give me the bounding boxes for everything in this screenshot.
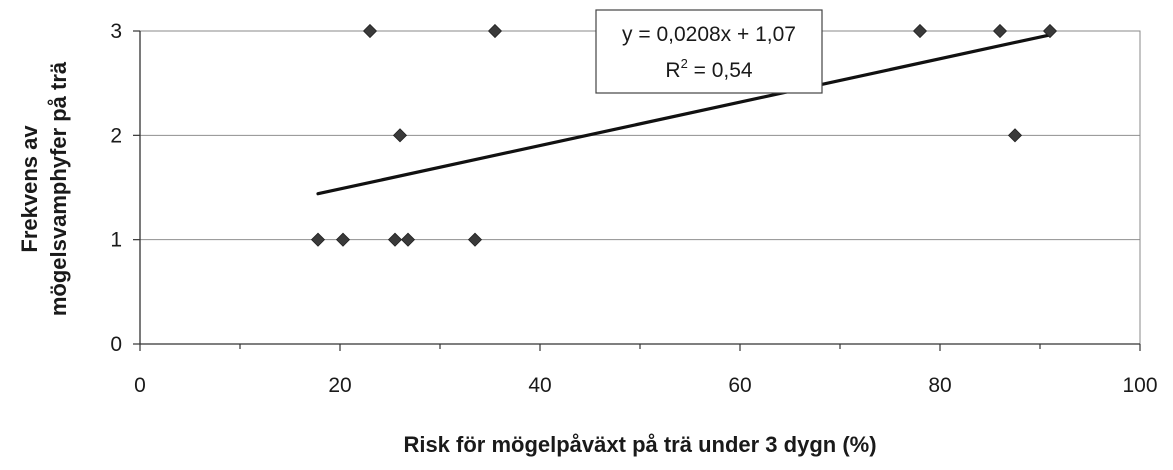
data-point <box>362 23 378 39</box>
y-tick-label: 1 <box>110 229 122 252</box>
equation-box-frame <box>595 9 823 94</box>
data-point <box>335 232 351 247</box>
data-point <box>992 23 1008 39</box>
equation-box: y = 0,0208x + 1,07 R2 = 0,54 <box>595 9 823 94</box>
data-point <box>487 23 503 39</box>
y-axis-label: Frekvens av mögelsvamphyfer på trä <box>17 61 71 316</box>
x-tick-label: 80 <box>928 374 951 397</box>
data-point <box>310 232 326 247</box>
data-points <box>310 23 1058 247</box>
y-tick-label: 3 <box>110 20 122 43</box>
y-tick-label: 2 <box>110 124 122 147</box>
x-tick-label: 40 <box>528 374 551 397</box>
r-squared-superscript: 2 <box>681 56 688 71</box>
x-tick-label: 0 <box>134 374 146 397</box>
data-point <box>467 232 483 247</box>
data-point <box>912 23 928 39</box>
data-point <box>1007 128 1023 143</box>
x-tick-label: 100 <box>1122 374 1157 397</box>
data-point <box>392 128 408 143</box>
data-point <box>1042 23 1058 39</box>
r-squared-text: R2 = 0,54 <box>665 56 753 82</box>
data-point <box>387 232 403 247</box>
x-tick-label: 60 <box>728 374 751 397</box>
tick-labels: 0 20 40 60 80 100 0 1 2 3 <box>110 20 1157 397</box>
data-point <box>400 232 416 247</box>
r-squared-prefix: R <box>665 59 680 82</box>
y-axis-label-line1: Frekvens av <box>17 125 42 253</box>
equation-text: y = 0,0208x + 1,07 <box>622 23 796 46</box>
x-tick-label: 20 <box>328 374 351 397</box>
trendline <box>316 33 1052 196</box>
x-axis-label: Risk för mögelpåväxt på trä under 3 dygn… <box>403 432 876 457</box>
r-squared-value: = 0,54 <box>688 59 753 82</box>
trendline-group <box>316 33 1052 196</box>
y-axis-label-line2: mögelsvamphyfer på trä <box>46 61 71 316</box>
y-tick-label: 0 <box>110 333 122 356</box>
